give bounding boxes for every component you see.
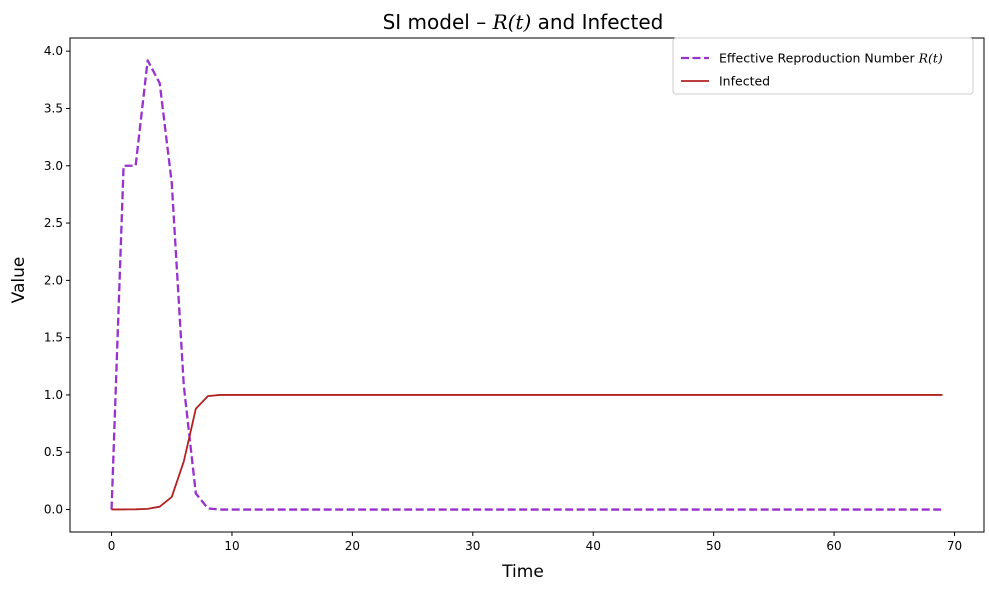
plot-frame — [69, 37, 985, 533]
y-tick-label: 0.0 — [44, 503, 63, 517]
legend-frame — [672, 37, 974, 95]
x-tick-label: 50 — [706, 539, 721, 553]
y-tick-label: 3.5 — [44, 101, 63, 115]
y-tick-label: 3.0 — [44, 159, 63, 173]
x-tick-label: 40 — [586, 539, 601, 553]
x-tick-label: 10 — [224, 539, 239, 553]
legend-label-rt-pre: Effective Reproduction Number — [719, 51, 919, 66]
y-tick-label: 1.5 — [44, 331, 63, 345]
y-tick-label: 0.5 — [44, 445, 63, 459]
x-tick-label: 30 — [465, 539, 480, 553]
series-line-infected — [111, 394, 943, 511]
legend-label-rt-math: R(t) — [918, 51, 943, 66]
chart-title-math: R(t) — [492, 10, 532, 34]
legend: Effective Reproduction Number R(t) Infec… — [672, 37, 974, 95]
y-tick-label: 2.5 — [44, 216, 63, 230]
x-tick-label: 20 — [345, 539, 360, 553]
x-tick-label: 0 — [108, 539, 116, 553]
series-line-rt — [110, 59, 943, 511]
y-tick-label: 4.0 — [44, 44, 63, 58]
y-tick-label: 1.0 — [44, 388, 63, 402]
chart-title-pre: SI model – — [383, 10, 493, 34]
chart-title: SI model – R(t) and Infected — [383, 10, 664, 34]
chart-title-post: and Infected — [531, 10, 663, 34]
legend-label-rt: Effective Reproduction Number R(t) — [719, 51, 943, 66]
plot-area: 0 10 20 30 40 50 60 70 0.0 0.5 1.0 1.5 2.0 2.5 3.0 3.5 4… — [44, 37, 985, 553]
x-tick-label: 60 — [826, 539, 841, 553]
x-axis-title: Time — [501, 562, 544, 582]
x-tick-label: 70 — [947, 539, 962, 553]
legend-label-infected: Infected — [719, 74, 770, 89]
y-axis-title: Value — [9, 257, 29, 304]
y-tick-label: 2.0 — [44, 273, 63, 287]
